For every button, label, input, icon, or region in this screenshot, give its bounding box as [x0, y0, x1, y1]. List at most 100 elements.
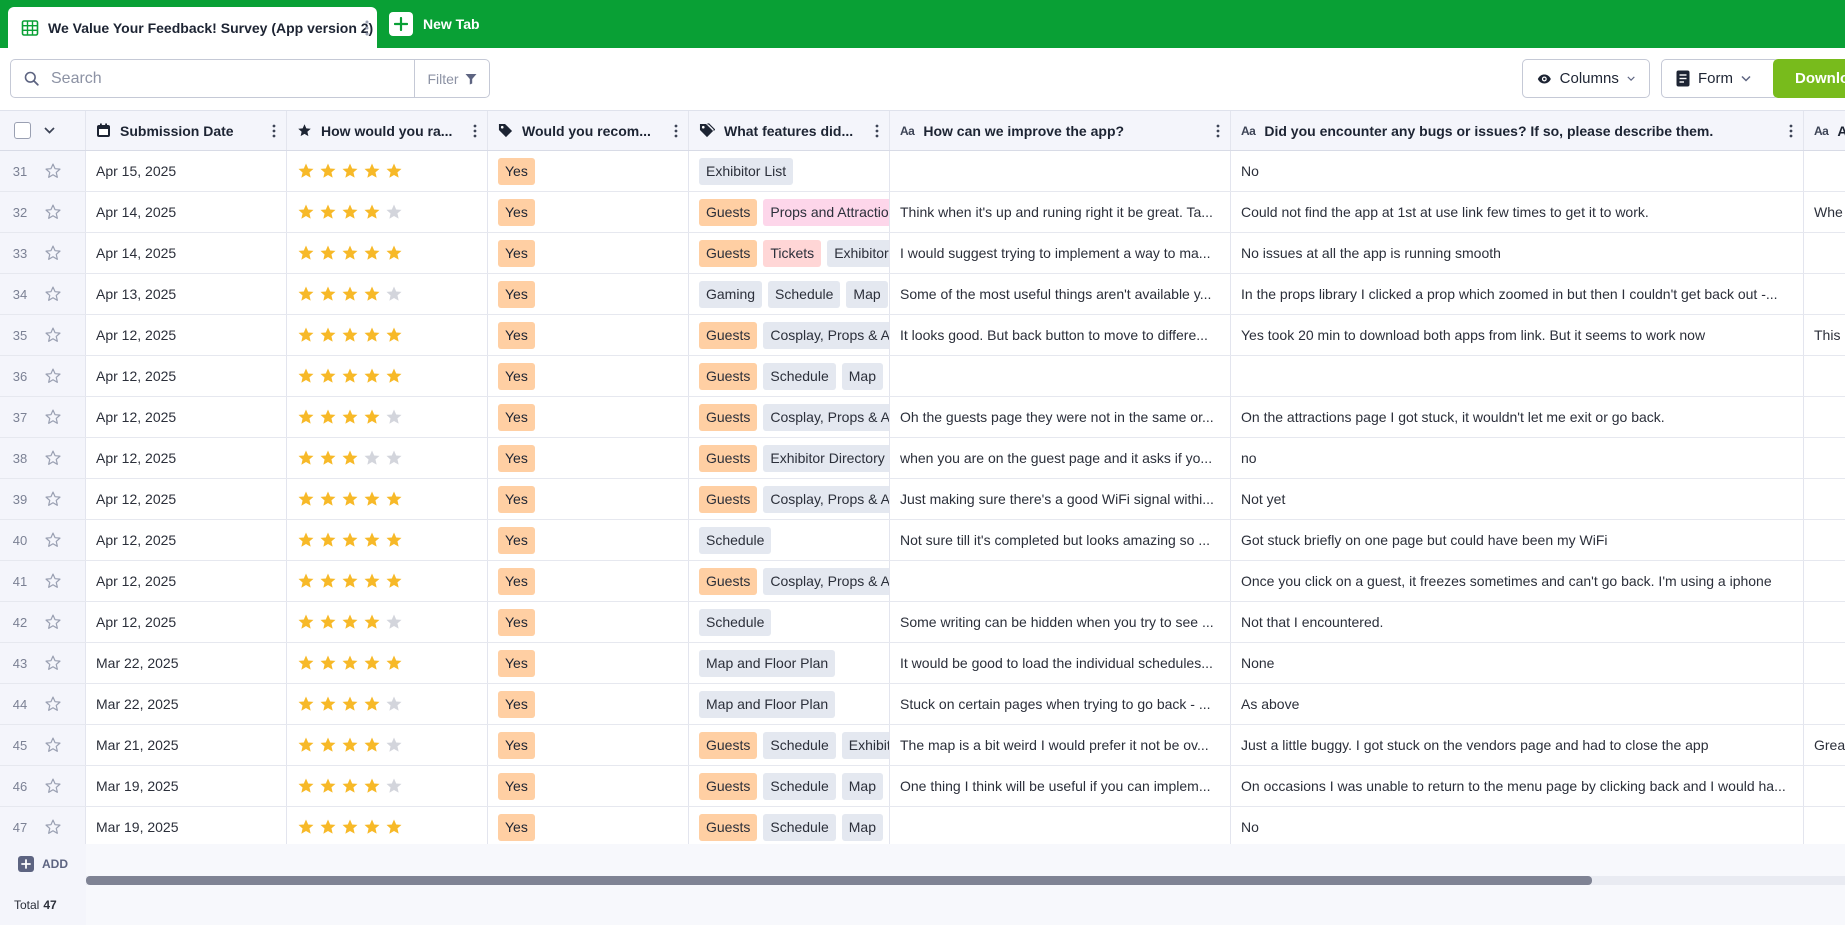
- next-column-cell[interactable]: [1804, 438, 1845, 478]
- star-outline-icon[interactable]: [44, 367, 62, 385]
- download-button[interactable]: Download: [1773, 59, 1845, 98]
- next-column-cell[interactable]: [1804, 643, 1845, 683]
- column-header-features[interactable]: What features did...: [689, 111, 890, 150]
- next-column-cell[interactable]: Grea: [1804, 725, 1845, 765]
- bugs-cell[interactable]: [1231, 356, 1804, 396]
- table-row[interactable]: 44 Mar 22, 2025 Yes Map and Floor Plan Stuck…: [0, 684, 1845, 725]
- submission-date-cell[interactable]: Apr 14, 2025: [86, 192, 287, 232]
- rating-cell[interactable]: [287, 397, 488, 437]
- submission-date-cell[interactable]: Mar 19, 2025: [86, 807, 287, 847]
- submission-date-cell[interactable]: Apr 12, 2025: [86, 520, 287, 560]
- recommend-cell[interactable]: Yes: [488, 151, 689, 191]
- recommend-cell[interactable]: Yes: [488, 561, 689, 601]
- bugs-cell[interactable]: Yes took 20 min to download both apps fr…: [1231, 315, 1804, 355]
- recommend-cell[interactable]: Yes: [488, 684, 689, 724]
- recommend-cell[interactable]: Yes: [488, 233, 689, 273]
- next-column-cell[interactable]: [1804, 766, 1845, 806]
- improve-cell[interactable]: [890, 807, 1231, 847]
- next-column-cell[interactable]: [1804, 561, 1845, 601]
- bugs-cell[interactable]: None: [1231, 643, 1804, 683]
- next-column-cell[interactable]: [1804, 602, 1845, 642]
- table-row[interactable]: 33 Apr 14, 2025 Yes Guests Tickets Exhibitor I…: [0, 233, 1845, 274]
- rating-cell[interactable]: [287, 151, 488, 191]
- improve-cell[interactable]: Think when it's up and runing right it b…: [890, 192, 1231, 232]
- next-column-cell[interactable]: [1804, 807, 1845, 847]
- star-outline-icon[interactable]: [44, 203, 62, 221]
- features-cell[interactable]: Map and Floor Plan: [689, 643, 890, 683]
- improve-cell[interactable]: Not sure till it's completed but looks a…: [890, 520, 1231, 560]
- bugs-cell[interactable]: As above: [1231, 684, 1804, 724]
- star-outline-icon[interactable]: [44, 736, 62, 754]
- column-header-next[interactable]: Aa A: [1804, 111, 1845, 150]
- rating-cell[interactable]: [287, 479, 488, 519]
- star-outline-icon[interactable]: [44, 162, 62, 180]
- bugs-cell[interactable]: Once you click on a guest, it freezes so…: [1231, 561, 1804, 601]
- improve-cell[interactable]: Oh the guests page they were not in the …: [890, 397, 1231, 437]
- improve-cell[interactable]: It would be good to load the individual …: [890, 643, 1231, 683]
- tab-more-icon[interactable]: [365, 20, 369, 36]
- submission-date-cell[interactable]: Mar 21, 2025: [86, 725, 287, 765]
- table-row[interactable]: 31 Apr 15, 2025 Yes Exhibitor List No: [0, 151, 1845, 192]
- submission-date-cell[interactable]: Apr 15, 2025: [86, 151, 287, 191]
- bugs-cell[interactable]: On occasions I was unable to return to t…: [1231, 766, 1804, 806]
- submission-date-cell[interactable]: Apr 12, 2025: [86, 438, 287, 478]
- star-outline-icon[interactable]: [44, 408, 62, 426]
- table-row[interactable]: 47 Mar 19, 2025 Yes Guests Schedule Map No: [0, 807, 1845, 848]
- rating-cell[interactable]: [287, 315, 488, 355]
- recommend-cell[interactable]: Yes: [488, 520, 689, 560]
- rating-cell[interactable]: [287, 233, 488, 273]
- features-cell[interactable]: Map and Floor Plan: [689, 684, 890, 724]
- bugs-cell[interactable]: no: [1231, 438, 1804, 478]
- table-row[interactable]: 32 Apr 14, 2025 Yes Guests Props and Attract…: [0, 192, 1845, 233]
- search-input[interactable]: [49, 68, 379, 89]
- column-header-submission-date[interactable]: Submission Date: [86, 111, 287, 150]
- star-outline-icon[interactable]: [44, 695, 62, 713]
- submission-date-cell[interactable]: Mar 19, 2025: [86, 766, 287, 806]
- improve-cell[interactable]: Just making sure there's a good WiFi sig…: [890, 479, 1231, 519]
- submission-date-cell[interactable]: Apr 12, 2025: [86, 356, 287, 396]
- table-row[interactable]: 34 Apr 13, 2025 Yes Gaming Schedule Map Some o…: [0, 274, 1845, 315]
- recommend-cell[interactable]: Yes: [488, 356, 689, 396]
- column-menu-icon[interactable]: [674, 124, 678, 138]
- star-outline-icon[interactable]: [44, 613, 62, 631]
- table-row[interactable]: 40 Apr 12, 2025 Yes Schedule Not sure till i…: [0, 520, 1845, 561]
- column-header-improve[interactable]: Aa How can we improve the app?: [890, 111, 1231, 150]
- bugs-cell[interactable]: Could not find the app at 1st at use lin…: [1231, 192, 1804, 232]
- table-row[interactable]: 38 Apr 12, 2025 Yes Guests Exhibitor Directo…: [0, 438, 1845, 479]
- rating-cell[interactable]: [287, 766, 488, 806]
- recommend-cell[interactable]: Yes: [488, 602, 689, 642]
- table-row[interactable]: 42 Apr 12, 2025 Yes Schedule Some writing ca…: [0, 602, 1845, 643]
- next-column-cell[interactable]: [1804, 274, 1845, 314]
- columns-button[interactable]: Columns: [1522, 59, 1650, 98]
- table-row[interactable]: 46 Mar 19, 2025 Yes Guests Schedule Map One th…: [0, 766, 1845, 807]
- next-column-cell[interactable]: [1804, 233, 1845, 273]
- submission-date-cell[interactable]: Apr 12, 2025: [86, 561, 287, 601]
- features-cell[interactable]: Gaming Schedule Map: [689, 274, 890, 314]
- column-menu-icon[interactable]: [272, 124, 276, 138]
- bugs-cell[interactable]: Not yet: [1231, 479, 1804, 519]
- star-outline-icon[interactable]: [44, 490, 62, 508]
- column-menu-icon[interactable]: [1789, 124, 1793, 138]
- submission-date-cell[interactable]: Apr 12, 2025: [86, 602, 287, 642]
- recommend-cell[interactable]: Yes: [488, 274, 689, 314]
- improve-cell[interactable]: when you are on the guest page and it as…: [890, 438, 1231, 478]
- rating-cell[interactable]: [287, 643, 488, 683]
- features-cell[interactable]: Guests Schedule Map: [689, 766, 890, 806]
- star-outline-icon[interactable]: [44, 531, 62, 549]
- recommend-cell[interactable]: Yes: [488, 807, 689, 847]
- star-outline-icon[interactable]: [44, 818, 62, 836]
- star-outline-icon[interactable]: [44, 777, 62, 795]
- next-column-cell[interactable]: [1804, 356, 1845, 396]
- submission-date-cell[interactable]: Apr 13, 2025: [86, 274, 287, 314]
- next-column-cell[interactable]: [1804, 520, 1845, 560]
- select-all-checkbox[interactable]: [14, 122, 31, 139]
- filter-button[interactable]: Filter: [415, 59, 490, 98]
- column-menu-icon[interactable]: [473, 124, 477, 138]
- rating-cell[interactable]: [287, 520, 488, 560]
- bugs-cell[interactable]: No: [1231, 807, 1804, 847]
- column-header-rating[interactable]: How would you ra...: [287, 111, 488, 150]
- features-cell[interactable]: Schedule: [689, 520, 890, 560]
- table-row[interactable]: 45 Mar 21, 2025 Yes GuestsScheduleExhibitor…: [0, 725, 1845, 766]
- features-cell[interactable]: Guests Tickets Exhibitor: [689, 233, 890, 273]
